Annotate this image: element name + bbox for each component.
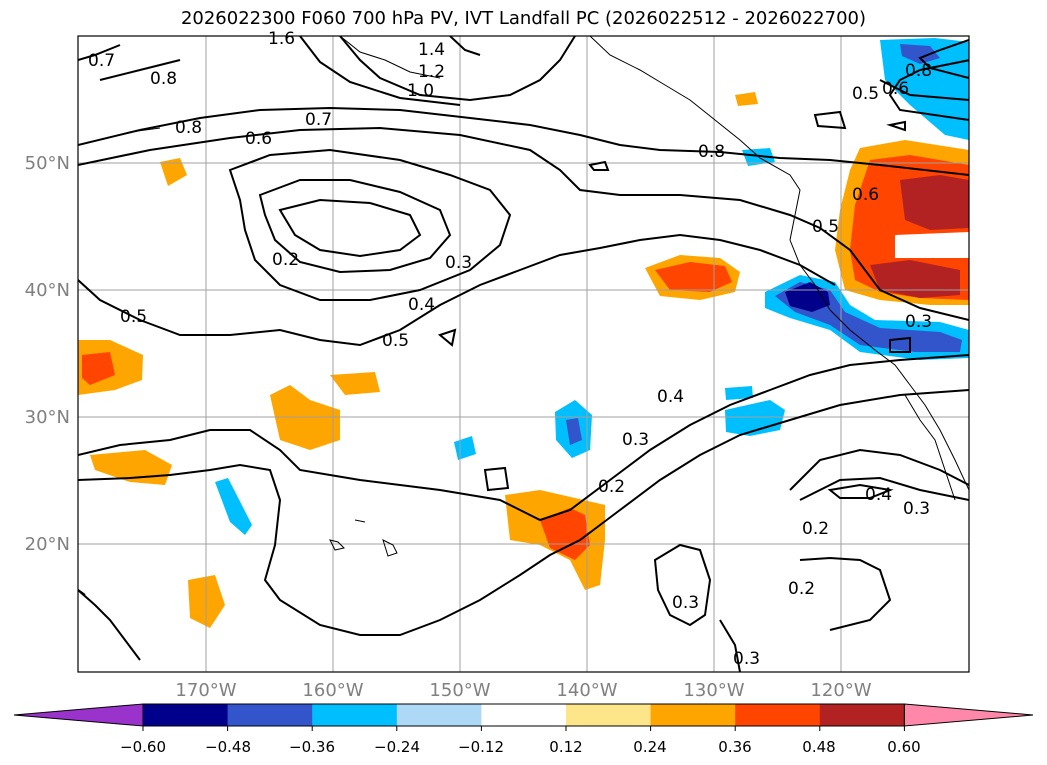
lon-tick-label: 130°W bbox=[683, 680, 744, 701]
contour-label: 0.3 bbox=[445, 253, 472, 273]
colorbar-frame bbox=[142, 703, 905, 727]
contour-label: 0.3 bbox=[903, 499, 930, 519]
contour-label: 1.0 bbox=[407, 81, 434, 101]
map-panel bbox=[78, 36, 969, 672]
contour-label: 0.4 bbox=[657, 387, 684, 407]
shade-negative-bc bbox=[880, 38, 969, 140]
shade-negative-168w bbox=[215, 478, 252, 535]
colorbar bbox=[13, 703, 1034, 731]
colorbar-tick-label: −0.24 bbox=[374, 738, 420, 756]
shade-positive-130w-coast bbox=[735, 92, 758, 106]
colorbar-extend-left bbox=[13, 703, 144, 727]
contour-label: 0.5 bbox=[382, 331, 409, 351]
contour-label: 1.2 bbox=[418, 62, 445, 82]
colorbar-segment bbox=[735, 704, 821, 726]
shade-negative-129w bbox=[725, 386, 753, 400]
lon-tick-label: 160°W bbox=[302, 680, 363, 701]
colorbar-segment bbox=[650, 704, 736, 726]
shade-positive-155w bbox=[330, 372, 380, 395]
colorbar-tick-label: 0.12 bbox=[549, 738, 582, 756]
contour-label: 0.2 bbox=[788, 579, 815, 599]
contour-label: 0.6 bbox=[882, 79, 909, 99]
colorbar-segment bbox=[481, 704, 567, 726]
lon-tick-label: 170°W bbox=[175, 680, 236, 701]
colorbar-segment bbox=[312, 704, 398, 726]
shade-positive-pnw-core2 bbox=[870, 260, 960, 298]
colorbar-tick-label: −0.12 bbox=[458, 738, 504, 756]
colorbar-tick-label: 0.36 bbox=[718, 738, 751, 756]
shade-positive-west-core bbox=[82, 352, 115, 385]
lon-tick-label: 140°W bbox=[556, 680, 617, 701]
contour-labels: 0.7 0.8 1.6 1.4 1.2 1.0 0.8 0.7 0.6 0.8 … bbox=[88, 29, 932, 669]
contour-label: 0.8 bbox=[175, 118, 202, 138]
map-title: 2026022300 F060 700 hPa PV, IVT Landfall… bbox=[180, 8, 867, 29]
contour-label: 0.3 bbox=[672, 593, 699, 613]
ivt-shading bbox=[78, 38, 969, 628]
contour-label: 0.2 bbox=[802, 519, 829, 539]
shade-positive-40n-core bbox=[655, 262, 732, 292]
contour-label: 0.8 bbox=[150, 69, 177, 89]
shade-positive-pnw-core bbox=[900, 175, 969, 230]
colorbar-tick-label: 0.48 bbox=[802, 738, 835, 756]
lat-tick-label: 40°N bbox=[25, 280, 70, 301]
contour-label: 0.2 bbox=[272, 250, 299, 270]
shade-negative-bc-core bbox=[900, 44, 940, 64]
colorbar-tick-label: 0.60 bbox=[887, 738, 920, 756]
contour-label: 0.5 bbox=[812, 217, 839, 237]
longitude-ticks: 170°W 160°W 150°W 140°W 130°W 120°W bbox=[175, 680, 871, 701]
pv-contours bbox=[78, 36, 969, 672]
colorbar-tick-label: 0.24 bbox=[633, 738, 666, 756]
contour-label: 0.5 bbox=[120, 307, 147, 327]
colorbar-segment bbox=[396, 704, 482, 726]
contour-label: 0.8 bbox=[698, 142, 725, 162]
lon-tick-label: 120°W bbox=[810, 680, 871, 701]
colorbar-segment bbox=[566, 704, 652, 726]
colorbar-tick-label: −0.36 bbox=[289, 738, 335, 756]
colorbar-segment bbox=[227, 704, 313, 726]
colorbar-ticks: −0.60 −0.48 −0.36 −0.24 −0.12 0.12 0.24 … bbox=[120, 738, 921, 756]
colorbar-segment bbox=[143, 704, 229, 726]
contour-label: 0.5 bbox=[852, 84, 879, 104]
colorbar-extend-right bbox=[903, 703, 1034, 727]
shade-positive-175w-north bbox=[160, 158, 187, 186]
colorbar-segment bbox=[819, 704, 905, 726]
contour-label: 0.3 bbox=[905, 312, 932, 332]
colorbar-tick-label: −0.60 bbox=[120, 738, 166, 756]
contour-label: 0.2 bbox=[598, 477, 625, 497]
graticule bbox=[78, 36, 969, 672]
contour-label: 0.7 bbox=[305, 110, 332, 130]
contour-label: 0.6 bbox=[245, 129, 272, 149]
contour-label: 0.6 bbox=[852, 185, 879, 205]
contour-label: 0.7 bbox=[88, 51, 115, 71]
contour-label: 0.4 bbox=[865, 485, 892, 505]
lon-tick-label: 150°W bbox=[429, 680, 490, 701]
shade-negative-145w-core bbox=[566, 418, 582, 445]
lat-tick-label: 20°N bbox=[25, 534, 70, 555]
lat-tick-label: 50°N bbox=[25, 153, 70, 174]
contour-label: 0.3 bbox=[622, 430, 649, 450]
contour-label: 0.4 bbox=[408, 295, 435, 315]
shade-positive-sub-core bbox=[540, 508, 590, 560]
shade-white-hole bbox=[895, 232, 969, 258]
lat-tick-label: 30°N bbox=[25, 407, 70, 428]
colorbar-tick-label: −0.48 bbox=[205, 738, 251, 756]
contour-label: 0.8 bbox=[905, 61, 932, 81]
contour-label: 1.6 bbox=[268, 29, 295, 49]
map-border bbox=[77, 35, 970, 673]
contour-label: 1.4 bbox=[418, 40, 445, 60]
contour-label: 0.3 bbox=[733, 649, 760, 669]
latitude-ticks: 50°N 40°N 30°N 20°N bbox=[25, 153, 70, 555]
